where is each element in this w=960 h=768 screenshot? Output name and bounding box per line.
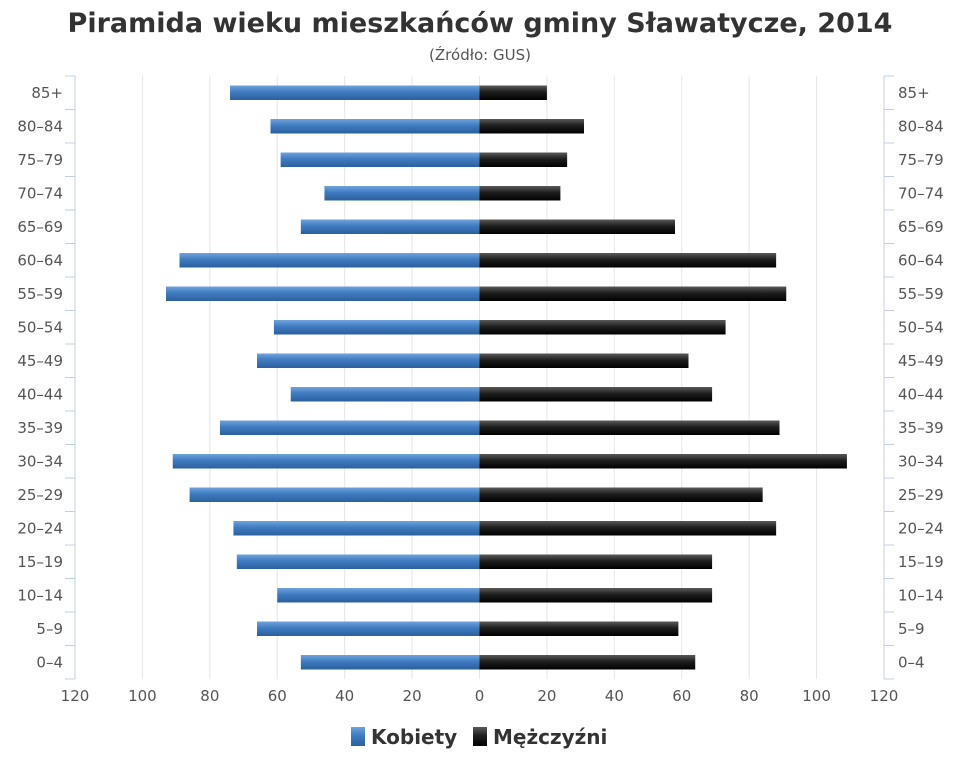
bar-mezczyzni-40-44[interactable] xyxy=(479,387,713,402)
bar-mezczyzni-5-9[interactable] xyxy=(479,621,679,637)
category-label-left: 40–44 xyxy=(17,385,63,403)
category-label-left: 30–34 xyxy=(17,452,63,470)
category-label-left: 15–19 xyxy=(17,553,63,571)
category-label-right: 5–9 xyxy=(898,620,925,638)
x-tick-label: 0 xyxy=(475,687,485,705)
legend-swatch xyxy=(351,727,365,746)
bar-kobiety-40-44[interactable] xyxy=(290,387,480,402)
category-label-left: 5–9 xyxy=(36,620,63,638)
bar-kobiety-10-14[interactable] xyxy=(277,588,480,603)
category-label-left: 65–69 xyxy=(17,218,63,236)
category-label-right: 45–49 xyxy=(898,352,944,370)
bar-mezczyzni-85+[interactable] xyxy=(479,85,547,101)
category-label-left: 75–79 xyxy=(17,151,63,169)
bar-kobiety-60-64[interactable] xyxy=(179,253,480,268)
legend-label: Kobiety xyxy=(371,725,457,749)
bar-kobiety-80-84[interactable] xyxy=(270,119,480,134)
category-label-left: 0–4 xyxy=(36,653,63,671)
bar-kobiety-85+[interactable] xyxy=(230,85,480,101)
bar-kobiety-30-34[interactable] xyxy=(172,454,480,469)
category-label-right: 60–64 xyxy=(898,251,944,269)
bar-mezczyzni-15-19[interactable] xyxy=(479,554,713,570)
category-label-left: 10–14 xyxy=(17,586,63,604)
bar-mezczyzni-80-84[interactable] xyxy=(479,119,584,134)
bar-kobiety-25-29[interactable] xyxy=(189,487,480,503)
category-label-right: 40–44 xyxy=(898,385,944,403)
category-label-left: 25–29 xyxy=(17,486,63,504)
x-tick-label: 40 xyxy=(605,687,624,705)
category-label-left: 55–59 xyxy=(17,285,63,303)
bar-kobiety-55-59[interactable] xyxy=(166,286,480,302)
category-label-right: 55–59 xyxy=(898,285,944,303)
category-label-left: 50–54 xyxy=(17,318,63,336)
legend-item-mezczyzni[interactable]: Mężczyźni xyxy=(473,725,607,749)
category-label-right: 0–4 xyxy=(898,653,925,671)
bar-mezczyzni-55-59[interactable] xyxy=(479,286,787,302)
category-label-right: 65–69 xyxy=(898,218,944,236)
legend-swatch xyxy=(473,727,487,746)
category-label-right: 25–29 xyxy=(898,486,944,504)
bar-mezczyzni-30-34[interactable] xyxy=(479,454,847,469)
x-tick-label: 20 xyxy=(537,687,556,705)
bar-mezczyzni-0-4[interactable] xyxy=(479,655,696,670)
legend[interactable]: Kobiety Mężczyźni xyxy=(351,725,607,749)
bar-kobiety-65-69[interactable] xyxy=(300,219,480,235)
chart-title: Piramida wieku mieszkańców gminy Sławaty… xyxy=(68,8,893,39)
category-label-right: 80–84 xyxy=(898,117,944,135)
x-tick-label: 60 xyxy=(268,687,287,705)
chart-subtitle: (Źródło: GUS) xyxy=(429,45,531,64)
category-label-left: 35–39 xyxy=(17,419,63,437)
category-label-right: 30–34 xyxy=(898,452,944,470)
x-tick-label: 120 xyxy=(61,687,90,705)
legend-item-kobiety[interactable]: Kobiety xyxy=(351,725,457,749)
bar-mezczyzni-75-79[interactable] xyxy=(479,152,568,168)
bar-mezczyzni-20-24[interactable] xyxy=(479,521,777,536)
category-label-right: 75–79 xyxy=(898,151,944,169)
bar-mezczyzni-10-14[interactable] xyxy=(479,588,713,603)
bar-kobiety-20-24[interactable] xyxy=(233,521,480,536)
bar-mezczyzni-70-74[interactable] xyxy=(479,186,561,201)
category-label-left: 85+ xyxy=(31,84,63,102)
x-tick-label: 100 xyxy=(128,687,157,705)
legend-label: Mężczyźni xyxy=(493,725,607,749)
x-tick-label: 80 xyxy=(200,687,219,705)
bar-mezczyzni-50-54[interactable] xyxy=(479,320,726,335)
category-label-right: 50–54 xyxy=(898,318,944,336)
bar-kobiety-0-4[interactable] xyxy=(300,655,480,670)
category-label-left: 80–84 xyxy=(17,117,63,135)
category-label-right: 85+ xyxy=(898,84,930,102)
x-tick-label: 100 xyxy=(802,687,831,705)
bar-kobiety-35-39[interactable] xyxy=(219,420,480,436)
category-label-right: 20–24 xyxy=(898,519,944,537)
category-label-right: 70–74 xyxy=(898,184,944,202)
x-tick-label: 40 xyxy=(335,687,354,705)
bar-mezczyzni-45-49[interactable] xyxy=(479,353,689,369)
axes: 120 100 80 60 40 20 0 20 40 60 80 100 120 0–4 0–4 5–9 5–… xyxy=(17,75,944,705)
bar-kobiety-70-74[interactable] xyxy=(324,186,480,201)
x-tick-label: 120 xyxy=(870,687,899,705)
category-label-right: 15–19 xyxy=(898,553,944,571)
category-label-left: 20–24 xyxy=(17,519,63,537)
category-label-left: 60–64 xyxy=(17,251,63,269)
bar-kobiety-75-79[interactable] xyxy=(280,152,480,168)
x-tick-label: 60 xyxy=(672,687,691,705)
bar-kobiety-50-54[interactable] xyxy=(273,320,480,335)
category-label-right: 10–14 xyxy=(898,586,944,604)
bar-mezczyzni-25-29[interactable] xyxy=(479,487,763,503)
bar-kobiety-5-9[interactable] xyxy=(257,621,480,637)
category-label-left: 45–49 xyxy=(17,352,63,370)
x-tick-label: 20 xyxy=(403,687,422,705)
bar-mezczyzni-35-39[interactable] xyxy=(479,420,780,436)
bars xyxy=(166,85,847,670)
bar-kobiety-15-19[interactable] xyxy=(236,554,480,570)
bar-mezczyzni-60-64[interactable] xyxy=(479,253,777,268)
category-label-right: 35–39 xyxy=(898,419,944,437)
bar-mezczyzni-65-69[interactable] xyxy=(479,219,676,235)
x-tick-label: 80 xyxy=(740,687,759,705)
bar-kobiety-45-49[interactable] xyxy=(257,353,480,369)
category-label-left: 70–74 xyxy=(17,184,63,202)
